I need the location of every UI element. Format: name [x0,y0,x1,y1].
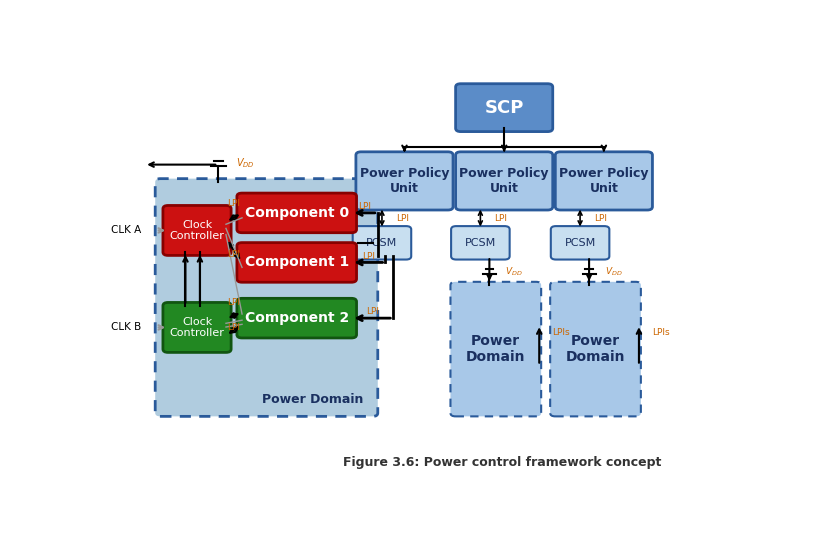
Text: LPI: LPI [366,308,378,316]
Text: Clock
Controller: Clock Controller [169,220,224,241]
Text: LPI: LPI [227,250,241,259]
FancyBboxPatch shape [456,152,553,210]
Text: Component 2: Component 2 [245,311,349,325]
FancyBboxPatch shape [237,243,357,282]
Text: PCSM: PCSM [465,238,496,248]
FancyBboxPatch shape [551,226,609,259]
Text: Power
Domain: Power Domain [566,334,625,364]
Text: Clock
Controller: Clock Controller [169,317,224,338]
Text: LPI: LPI [227,298,241,307]
FancyBboxPatch shape [163,302,231,352]
Text: Power Policy
Unit: Power Policy Unit [359,167,449,195]
Text: LPI: LPI [362,252,375,260]
FancyBboxPatch shape [237,299,357,338]
Text: LPI: LPI [396,213,409,222]
Text: PCSM: PCSM [366,238,398,248]
Text: Power Policy
Unit: Power Policy Unit [559,167,648,195]
Text: CLK A: CLK A [111,226,141,235]
Text: LPIs: LPIs [552,328,569,337]
Text: LPI: LPI [227,199,241,209]
Text: Component 1: Component 1 [245,256,349,270]
FancyBboxPatch shape [550,282,641,416]
FancyBboxPatch shape [237,193,357,233]
Text: LPI: LPI [594,213,608,222]
Text: $V_{DD}$: $V_{DD}$ [605,265,622,278]
Text: Figure 3.6: Power control framework concept: Figure 3.6: Power control framework conc… [344,456,662,469]
Text: LPI: LPI [495,213,507,222]
FancyBboxPatch shape [353,226,411,259]
Text: Component 0: Component 0 [245,206,349,220]
FancyBboxPatch shape [163,205,231,256]
FancyBboxPatch shape [456,84,553,132]
Text: CLK B: CLK B [111,323,141,332]
FancyBboxPatch shape [452,226,510,259]
Text: Power Policy
Unit: Power Policy Unit [460,167,549,195]
Text: LPI: LPI [358,202,371,211]
Text: PCSM: PCSM [564,238,596,248]
Text: $V_{DD}$: $V_{DD}$ [237,156,255,170]
Text: Power Domain: Power Domain [261,393,363,406]
FancyBboxPatch shape [155,178,378,416]
FancyBboxPatch shape [451,282,541,416]
Text: SCP: SCP [485,99,524,117]
Text: LPI: LPI [227,323,241,332]
Text: Power
Domain: Power Domain [466,334,525,364]
FancyBboxPatch shape [555,152,652,210]
Text: $V_{DD}$: $V_{DD}$ [505,265,523,278]
FancyBboxPatch shape [356,152,453,210]
Text: LPIs: LPIs [652,328,670,337]
